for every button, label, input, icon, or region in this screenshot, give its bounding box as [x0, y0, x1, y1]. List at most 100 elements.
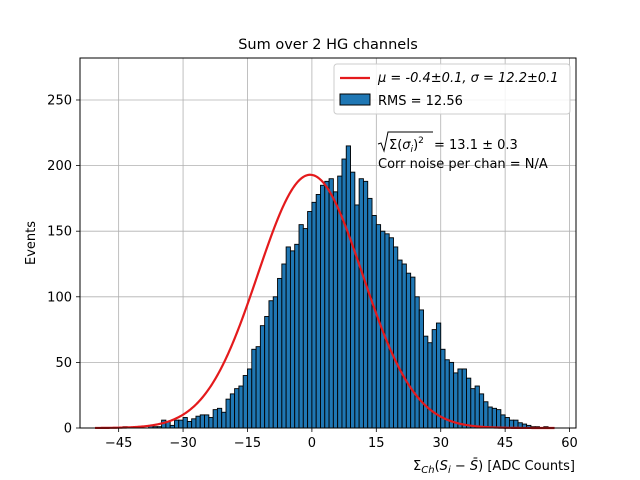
histogram-bar	[191, 418, 197, 429]
histogram-bar	[298, 224, 304, 429]
histogram-bar	[234, 388, 240, 429]
histogram-bar	[470, 388, 476, 429]
corr-noise-annotation: Corr noise per chan = N/A	[378, 157, 548, 172]
chart-title: Sum over 2 HG channels	[238, 37, 418, 53]
histogram-bar	[444, 359, 450, 429]
svg-text:ΣCh(Si − S̄) [ADC Counts]: ΣCh(Si − S̄) [ADC Counts]	[413, 459, 575, 476]
histogram-bar	[289, 250, 296, 429]
histogram-bar	[401, 263, 407, 429]
histogram-bar	[397, 259, 403, 429]
x-tick-label: −15	[234, 436, 261, 451]
histogram-bar	[264, 316, 270, 429]
x-axis-title: ΣCh(Si − S̄) [ADC Counts]	[413, 459, 575, 476]
histogram-bar	[371, 214, 377, 429]
legend-fit-label: μ = -0.4±0.1, σ = 12.2±0.1	[377, 71, 559, 86]
histogram-bar	[225, 398, 231, 429]
legend: μ = -0.4±0.1, σ = 12.2±0.1 RMS = 12.56	[333, 63, 571, 115]
histogram-bar	[311, 201, 317, 429]
histogram-bar	[350, 171, 356, 429]
histogram-bar	[478, 393, 485, 429]
histogram-bar	[277, 277, 283, 429]
histogram-bar	[362, 180, 369, 429]
histogram-bar	[268, 300, 274, 429]
sigma-sum-annotation: Σ(σi)2 = 13.1 ± 0.3	[377, 131, 518, 155]
plot-frame	[79, 57, 577, 429]
histogram-bar	[251, 348, 257, 429]
histogram-bar	[315, 194, 321, 429]
histogram-bar	[247, 368, 253, 429]
x-tick-label: −45	[105, 436, 132, 451]
histogram-bar	[229, 393, 236, 429]
histogram-bar	[414, 296, 420, 429]
legend-hist-swatch	[339, 93, 371, 106]
histogram-bar	[410, 276, 416, 429]
histogram-bar	[474, 385, 480, 429]
y-tick-label: 150	[47, 225, 72, 240]
histogram-bar	[259, 325, 266, 429]
histogram-bar	[418, 309, 424, 429]
x-tick-label: 15	[368, 436, 385, 451]
histogram-bar	[491, 407, 498, 429]
histogram-bar	[427, 342, 433, 429]
histogram-bar	[487, 406, 493, 429]
histogram-bar	[324, 180, 330, 429]
histogram-bar	[354, 204, 360, 429]
x-tick-label: 30	[432, 436, 449, 451]
histogram-bar	[281, 263, 287, 429]
histogram-bar	[496, 409, 502, 429]
histogram-bar	[367, 197, 373, 429]
histogram-bar	[483, 401, 489, 429]
histogram-bar	[393, 246, 399, 429]
x-axis-ticks: −45 −30 −15 0 15 30 45 60	[105, 428, 578, 451]
svg-text:Σ(σi)2: Σ(σi)2	[389, 136, 424, 155]
x-tick-label: −30	[169, 436, 196, 451]
y-axis-ticks: 0 50 100 150 200 250	[47, 93, 80, 437]
histogram-bar	[384, 233, 390, 429]
fit-curve	[95, 173, 555, 430]
legend-hist-label: RMS = 12.56	[378, 94, 463, 109]
legend-box	[333, 63, 571, 115]
histogram-bar	[174, 419, 180, 429]
histogram-bar	[242, 375, 248, 429]
histogram-bar	[195, 415, 201, 429]
histogram-bar	[178, 419, 184, 429]
histogram-bar	[328, 178, 334, 429]
histogram-bar	[255, 346, 261, 429]
histogram-bar	[199, 414, 205, 429]
histogram-bar	[461, 368, 467, 429]
histogram-bar	[435, 322, 442, 429]
histogram-bar	[405, 272, 412, 429]
histogram-bar	[238, 385, 244, 429]
histogram-bar	[332, 191, 339, 429]
x-tick-label: 45	[497, 436, 514, 451]
x-tick-label: 60	[561, 436, 578, 451]
histogram-bar	[182, 417, 188, 429]
histogram-bar	[186, 420, 193, 429]
histogram-bar	[302, 228, 309, 429]
gaussian-fit	[95, 173, 555, 430]
y-tick-label: 100	[47, 290, 72, 305]
histogram-bar	[423, 335, 429, 429]
sigma-sum-value: = 13.1 ± 0.3	[434, 138, 518, 153]
histogram-bar	[466, 377, 472, 429]
histogram-bar	[358, 178, 364, 429]
histogram-bar	[341, 158, 347, 429]
y-tick-label: 200	[47, 159, 72, 174]
histogram-bar	[504, 417, 510, 429]
histogram-bar	[453, 372, 459, 429]
histogram-bar	[345, 145, 351, 429]
histogram-bars	[122, 145, 549, 429]
histogram-bar	[320, 184, 326, 429]
histogram-bar	[457, 368, 463, 429]
histogram-bar	[208, 417, 214, 429]
y-tick-label: 250	[47, 93, 72, 108]
y-axis-title: Events	[24, 221, 39, 265]
histogram-bar	[216, 407, 223, 429]
histogram-bar	[285, 246, 291, 429]
histogram-bar	[221, 411, 227, 429]
sqrt-sign	[377, 131, 433, 153]
y-tick-label: 50	[55, 356, 72, 371]
histogram-bar	[448, 361, 455, 429]
histogram-bar	[204, 414, 210, 429]
